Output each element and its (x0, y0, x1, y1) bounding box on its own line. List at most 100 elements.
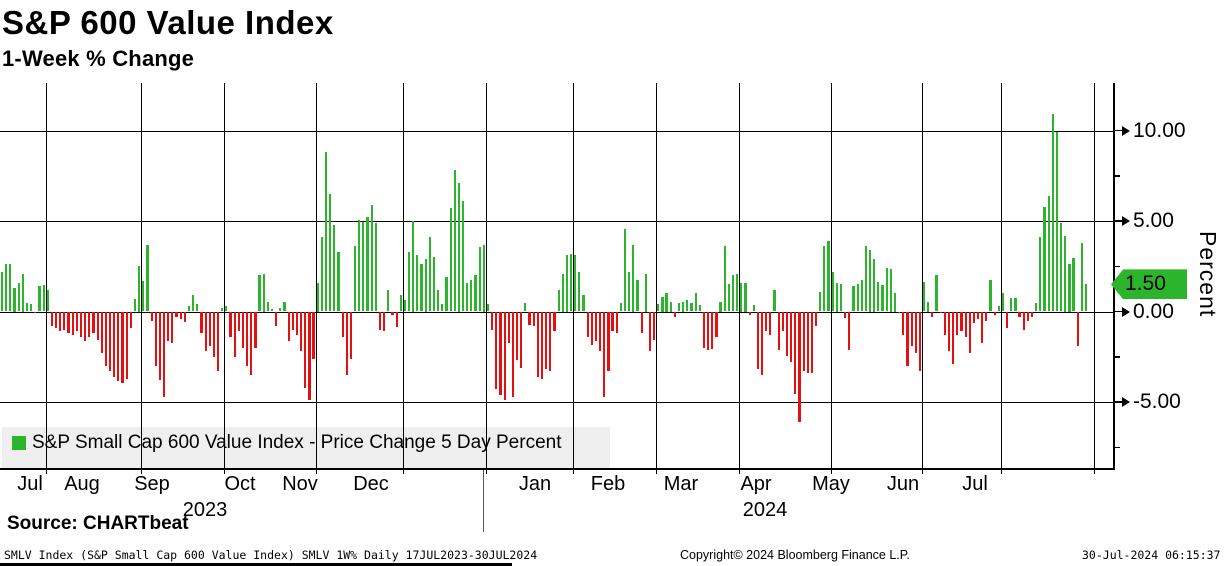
bar (79, 311, 83, 337)
bar (403, 299, 407, 312)
bar (67, 311, 70, 334)
bar (17, 283, 20, 312)
bar (719, 301, 722, 312)
bar (997, 306, 1000, 312)
bar (308, 311, 311, 401)
bar (383, 311, 386, 332)
month-label: Jun (886, 473, 920, 495)
bar (1051, 114, 1054, 312)
bar (785, 311, 789, 356)
bar (848, 311, 851, 350)
bar (129, 311, 132, 328)
footer-copyright: Copyright© 2024 Bloomberg Finance L.P. (680, 548, 910, 562)
bar (254, 311, 257, 348)
month-tick (739, 468, 741, 474)
bar (125, 311, 128, 379)
bar (931, 311, 934, 317)
bar (503, 311, 506, 401)
bar (1010, 297, 1013, 312)
bar (810, 311, 814, 373)
bar (856, 284, 859, 312)
bar (540, 311, 544, 380)
grid-line-vertical (141, 83, 143, 470)
bar (968, 311, 971, 354)
month-label: May (812, 473, 850, 495)
bar (661, 297, 664, 312)
y-axis-line (1113, 83, 1115, 470)
bar (599, 311, 602, 352)
bar (765, 311, 768, 332)
bar (1047, 195, 1050, 312)
bar (769, 311, 772, 335)
bar (312, 311, 315, 359)
bar (453, 170, 456, 312)
bar (773, 289, 776, 312)
bar (752, 305, 755, 312)
bar (283, 302, 286, 312)
bar (262, 273, 265, 312)
bar (864, 246, 867, 312)
bar (84, 311, 87, 342)
bar (478, 247, 481, 312)
grid-line-vertical (830, 83, 832, 470)
bar (648, 311, 652, 352)
bar (387, 289, 390, 312)
bar (511, 311, 514, 397)
bar (133, 298, 137, 312)
bar (835, 282, 838, 312)
bar (619, 303, 622, 312)
y-axis-title: Percent (1195, 231, 1221, 318)
bar (1080, 242, 1083, 312)
bar (611, 311, 614, 332)
year-divider-line (483, 470, 484, 532)
bar (25, 303, 29, 312)
bar (300, 311, 303, 352)
bar (956, 311, 959, 335)
page-subtitle: 1-Week % Change (2, 46, 195, 71)
year-label: 2023 (182, 499, 228, 521)
bar (1060, 222, 1063, 312)
y-minor-tick (1114, 265, 1120, 267)
bar (50, 311, 54, 326)
month-label: Jul (17, 473, 43, 495)
bar (225, 306, 228, 312)
bar (898, 311, 901, 314)
bar (142, 280, 145, 312)
bar (947, 311, 951, 352)
bar (640, 311, 643, 334)
x-axis-line (0, 468, 1113, 470)
bar (756, 311, 760, 370)
bar (736, 274, 739, 312)
bar (9, 264, 12, 312)
bar (146, 245, 149, 312)
bar (250, 311, 253, 375)
bar (59, 311, 62, 332)
bar (30, 304, 33, 312)
bar (34, 311, 37, 314)
bar (1068, 263, 1071, 312)
bar (677, 303, 681, 312)
bar (989, 279, 992, 312)
bar (92, 311, 95, 334)
bar (96, 311, 99, 340)
bar (158, 311, 161, 381)
bar (1039, 237, 1042, 312)
y-minor-tick (1114, 446, 1120, 448)
bar (644, 273, 647, 312)
bar (690, 303, 693, 312)
y-tick-arrowhead (1122, 216, 1130, 226)
bar (993, 311, 996, 316)
bar (1001, 293, 1005, 312)
grid-line-vertical (315, 83, 317, 470)
bar (673, 311, 676, 317)
bar (549, 311, 552, 372)
bar (806, 311, 809, 373)
bar (241, 311, 245, 348)
grid-line-vertical (1094, 83, 1095, 470)
bar (266, 302, 269, 312)
grid-line-vertical (402, 83, 404, 470)
bar (914, 311, 917, 354)
bar (378, 311, 382, 330)
bar (491, 311, 494, 330)
grid-line-horizontal (0, 221, 1113, 222)
